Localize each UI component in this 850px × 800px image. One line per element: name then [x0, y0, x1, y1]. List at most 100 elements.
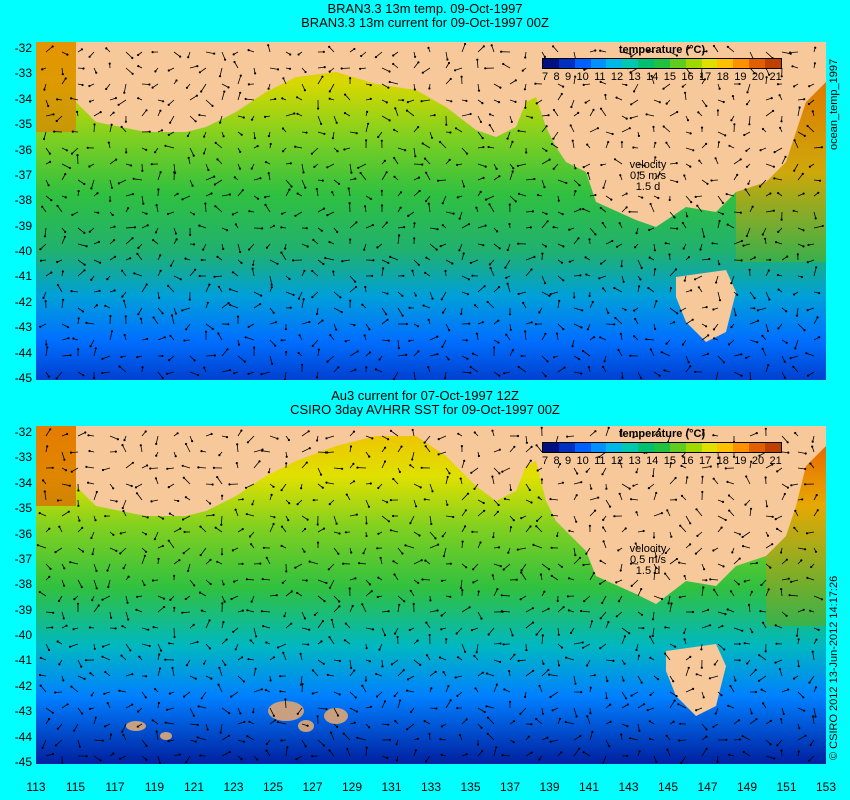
current-arrow-head: [56, 499, 60, 502]
current-arrow: [90, 339, 95, 347]
current-arrow: [86, 322, 95, 325]
current-arrow-head: [797, 750, 800, 753]
current-arrow: [633, 83, 639, 92]
legend-tick-label: 16: [681, 455, 694, 467]
current-arrow-head: [503, 688, 506, 691]
current-arrow-head: [603, 360, 606, 363]
current-arrow: [573, 735, 581, 741]
bottom-legend-ticks: 7 8 9 10 11 12 13 14 15 16 17 18 19 20 21: [542, 455, 782, 467]
current-arrow-head: [653, 571, 656, 575]
current-arrow: [541, 159, 550, 165]
current-arrow-head: [296, 112, 299, 115]
current-arrow: [413, 62, 419, 69]
current-arrow: [616, 611, 623, 617]
current-arrow-head: [425, 654, 429, 657]
current-arrow-head: [158, 667, 162, 670]
current-arrow-head: [465, 718, 468, 721]
current-arrow-head: [456, 707, 459, 710]
current-arrow: [45, 46, 53, 53]
current-arrow-head: [582, 166, 585, 169]
current-arrow-head: [228, 369, 232, 372]
current-arrow-head: [169, 121, 172, 124]
current-arrow-head: [508, 313, 512, 316]
current-arrow: [247, 735, 255, 741]
current-arrow: [727, 481, 735, 485]
current-arrow-head: [398, 234, 401, 237]
current-arrow-head: [208, 283, 211, 286]
current-arrow-head: [743, 580, 746, 583]
current-arrow-head: [158, 762, 162, 764]
current-arrow-head: [477, 590, 480, 593]
current-arrow: [61, 236, 66, 245]
current-arrow-head: [121, 444, 124, 447]
current-arrow-head: [430, 687, 433, 690]
current-arrow: [425, 755, 431, 762]
current-arrow: [220, 723, 223, 733]
current-arrow-head: [39, 259, 43, 262]
y-axis-label: -43: [14, 704, 32, 719]
current-arrow-head: [342, 562, 345, 565]
current-arrow-head: [352, 480, 356, 483]
current-arrow-head: [532, 543, 535, 546]
current-arrow: [253, 627, 257, 637]
current-arrow-head: [548, 158, 551, 161]
x-axis-label: 129: [341, 780, 363, 794]
current-arrow-head: [728, 144, 731, 147]
current-arrow: [509, 80, 517, 85]
current-arrow-head: [780, 75, 783, 78]
current-arrow-head: [588, 294, 591, 298]
current-arrow: [205, 99, 213, 107]
current-arrow: [573, 307, 583, 311]
current-arrow: [285, 699, 287, 709]
current-arrow-head: [793, 139, 796, 142]
current-arrow-head: [392, 477, 395, 481]
current-arrow-head: [690, 201, 693, 204]
current-arrow: [733, 211, 741, 214]
current-arrow-head: [594, 509, 597, 512]
current-arrow-head: [78, 519, 81, 522]
current-arrow-head: [611, 239, 614, 243]
current-arrow-head: [242, 740, 245, 743]
current-arrow-head: [91, 599, 94, 602]
current-arrow: [791, 483, 799, 486]
current-arrow: [650, 349, 655, 357]
current-arrow-head: [67, 510, 70, 513]
current-arrow: [813, 225, 823, 229]
current-arrow-head: [383, 159, 386, 162]
current-arrow-head: [259, 177, 262, 180]
current-arrow-head: [283, 615, 286, 618]
current-arrow-head: [323, 132, 326, 135]
current-arrow-head: [235, 462, 238, 465]
current-arrow-head: [777, 230, 780, 233]
current-arrow-head: [448, 329, 451, 332]
current-arrow-head: [380, 189, 383, 192]
current-arrow: [253, 291, 262, 296]
current-arrow-head: [325, 581, 328, 585]
current-arrow: [42, 739, 47, 749]
current-arrow-head: [242, 116, 245, 119]
current-arrow: [589, 510, 596, 517]
current-arrow: [551, 575, 559, 581]
current-arrow-head: [617, 549, 620, 552]
current-arrow-head: [389, 529, 392, 532]
current-arrow-head: [447, 685, 450, 688]
current-arrow: [553, 109, 559, 117]
current-arrow-head: [540, 426, 543, 429]
current-arrow-head: [593, 674, 596, 677]
current-arrow-head: [695, 673, 698, 676]
current-arrow-head: [131, 193, 134, 196]
current-arrow-head: [97, 240, 101, 243]
current-arrow-head: [465, 753, 468, 756]
current-arrow-head: [625, 192, 628, 195]
current-arrow-head: [562, 245, 565, 248]
current-arrow-head: [270, 286, 273, 289]
current-arrow-head: [77, 348, 80, 351]
current-arrow-head: [80, 665, 83, 668]
current-arrow-head: [66, 432, 69, 436]
current-arrow-head: [718, 219, 721, 223]
current-arrow: [333, 467, 343, 470]
current-arrow: [297, 707, 303, 715]
current-arrow-head: [445, 638, 448, 641]
current-arrow: [137, 307, 143, 315]
current-arrow: [680, 755, 687, 764]
